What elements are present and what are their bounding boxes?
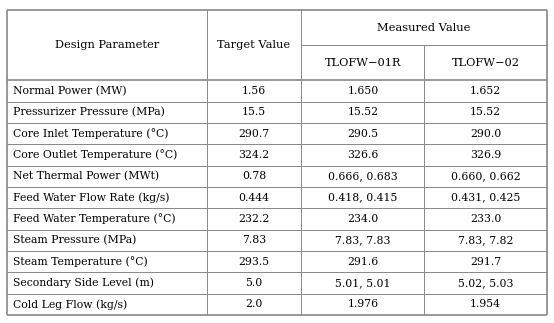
Text: 0.666, 0.683: 0.666, 0.683 xyxy=(328,171,398,181)
Text: 0.444: 0.444 xyxy=(239,193,270,203)
Text: 5.0: 5.0 xyxy=(245,278,263,288)
Text: 293.5: 293.5 xyxy=(238,257,270,266)
Text: Steam Pressure (MPa): Steam Pressure (MPa) xyxy=(13,235,136,245)
Text: Feed Water Flow Rate (kg/s): Feed Water Flow Rate (kg/s) xyxy=(13,192,170,203)
Text: Measured Value: Measured Value xyxy=(377,23,471,33)
Text: Pressurizer Pressure (MPa): Pressurizer Pressure (MPa) xyxy=(13,107,165,117)
Text: 326.9: 326.9 xyxy=(470,150,501,160)
Text: Net Thermal Power (MWt): Net Thermal Power (MWt) xyxy=(13,171,159,182)
Text: Core Outlet Temperature (°C): Core Outlet Temperature (°C) xyxy=(13,150,177,160)
Text: 1.650: 1.650 xyxy=(347,86,378,96)
Text: Cold Leg Flow (kg/s): Cold Leg Flow (kg/s) xyxy=(13,299,127,310)
Text: 326.6: 326.6 xyxy=(347,150,378,160)
Text: 0.78: 0.78 xyxy=(242,171,266,181)
Text: Secondary Side Level (m): Secondary Side Level (m) xyxy=(13,278,154,288)
Text: TLOFW−02: TLOFW−02 xyxy=(452,57,520,68)
Text: Design Parameter: Design Parameter xyxy=(55,40,159,50)
Text: 290.0: 290.0 xyxy=(470,129,501,139)
Text: 1.954: 1.954 xyxy=(470,299,501,309)
Text: 1.652: 1.652 xyxy=(470,86,501,96)
Text: 2.0: 2.0 xyxy=(245,299,263,309)
Text: 291.7: 291.7 xyxy=(470,257,501,266)
Text: 0.431, 0.425: 0.431, 0.425 xyxy=(451,193,520,203)
Text: 7.83, 7.83: 7.83, 7.83 xyxy=(335,235,391,245)
Text: 15.52: 15.52 xyxy=(347,107,378,117)
Text: 232.2: 232.2 xyxy=(238,214,270,224)
Text: 7.83, 7.82: 7.83, 7.82 xyxy=(458,235,514,245)
Text: 15.52: 15.52 xyxy=(470,107,501,117)
Text: 1.976: 1.976 xyxy=(347,299,378,309)
Text: Target Value: Target Value xyxy=(218,40,291,50)
Text: 290.7: 290.7 xyxy=(238,129,270,139)
Text: Feed Water Temperature (°C): Feed Water Temperature (°C) xyxy=(13,214,176,224)
Text: 324.2: 324.2 xyxy=(238,150,270,160)
Text: 0.660, 0.662: 0.660, 0.662 xyxy=(451,171,521,181)
Text: 5.02, 5.03: 5.02, 5.03 xyxy=(458,278,514,288)
Text: 7.83: 7.83 xyxy=(242,235,266,245)
Text: 233.0: 233.0 xyxy=(470,214,501,224)
Text: Core Inlet Temperature (°C): Core Inlet Temperature (°C) xyxy=(13,128,168,139)
Text: 15.5: 15.5 xyxy=(242,107,266,117)
Text: Normal Power (MW): Normal Power (MW) xyxy=(13,86,127,96)
Text: 1.56: 1.56 xyxy=(242,86,266,96)
Text: Steam Temperature (°C): Steam Temperature (°C) xyxy=(13,256,148,267)
Text: 234.0: 234.0 xyxy=(347,214,378,224)
Text: 291.6: 291.6 xyxy=(347,257,378,266)
Text: 5.01, 5.01: 5.01, 5.01 xyxy=(335,278,391,288)
Text: 290.5: 290.5 xyxy=(347,129,378,139)
Text: 0.418, 0.415: 0.418, 0.415 xyxy=(328,193,398,203)
Text: TLOFW−01R: TLOFW−01R xyxy=(325,57,401,68)
